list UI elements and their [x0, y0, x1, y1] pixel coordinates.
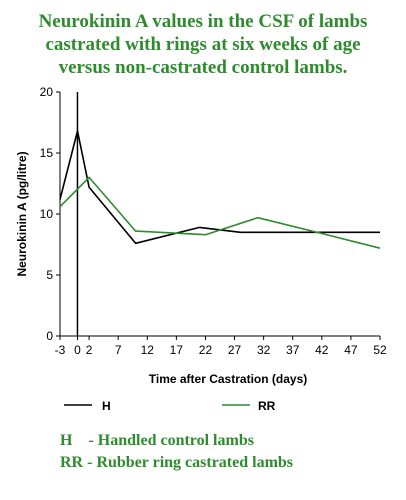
- note-handled: H - Handled control lambs: [60, 432, 254, 449]
- title-line-2: castrated with rings at six weeks of age: [45, 34, 361, 55]
- y-tick-label: 15: [40, 146, 54, 160]
- x-tick-label: 0: [74, 343, 81, 357]
- chart-title: Neurokinin A values in the CSF of lambs …: [0, 10, 406, 79]
- chart-series: [59, 130, 381, 249]
- x-tick-label: 32: [257, 343, 271, 357]
- title-line-1: Neurokinin A values in the CSF of lambs: [38, 11, 368, 32]
- x-tick-label: 47: [344, 343, 358, 357]
- x-tick-label: 37: [286, 343, 300, 357]
- x-tick-label: 27: [228, 343, 242, 357]
- x-tick-label: 22: [199, 343, 213, 357]
- x-tick-label: 42: [315, 343, 329, 357]
- x-tick-label: 2: [86, 343, 93, 357]
- x-tick-label: 7: [115, 343, 122, 357]
- x-tick-label: 12: [141, 343, 155, 357]
- x-tick-label: -3: [55, 343, 66, 357]
- legend-label-h: H: [102, 399, 111, 413]
- chart-axes: [56, 91, 381, 340]
- y-tick-label: 10: [40, 207, 54, 221]
- y-tick-label: 5: [46, 268, 53, 282]
- y-axis-title: Neurokinin A (pg/litre): [15, 151, 29, 276]
- legend-label-rr: RR: [258, 399, 276, 413]
- x-tick-label: 52: [373, 343, 387, 357]
- x-axis-title: Time after Castration (days): [149, 372, 308, 386]
- title-line-3: versus non-castrated control lambs.: [58, 57, 348, 78]
- series-line-h: [59, 130, 380, 245]
- note-rubber-ring: RR - Rubber ring castrated lambs: [60, 454, 294, 471]
- y-tick-label: 0: [46, 329, 53, 343]
- y-tick-label: 20: [40, 85, 54, 99]
- legend-notes: H - Handled control lambs RR - Rubber ri…: [60, 430, 293, 474]
- x-tick-label: 17: [170, 343, 184, 357]
- chart-legend: H RR: [64, 399, 276, 413]
- series-line-rr: [59, 176, 381, 249]
